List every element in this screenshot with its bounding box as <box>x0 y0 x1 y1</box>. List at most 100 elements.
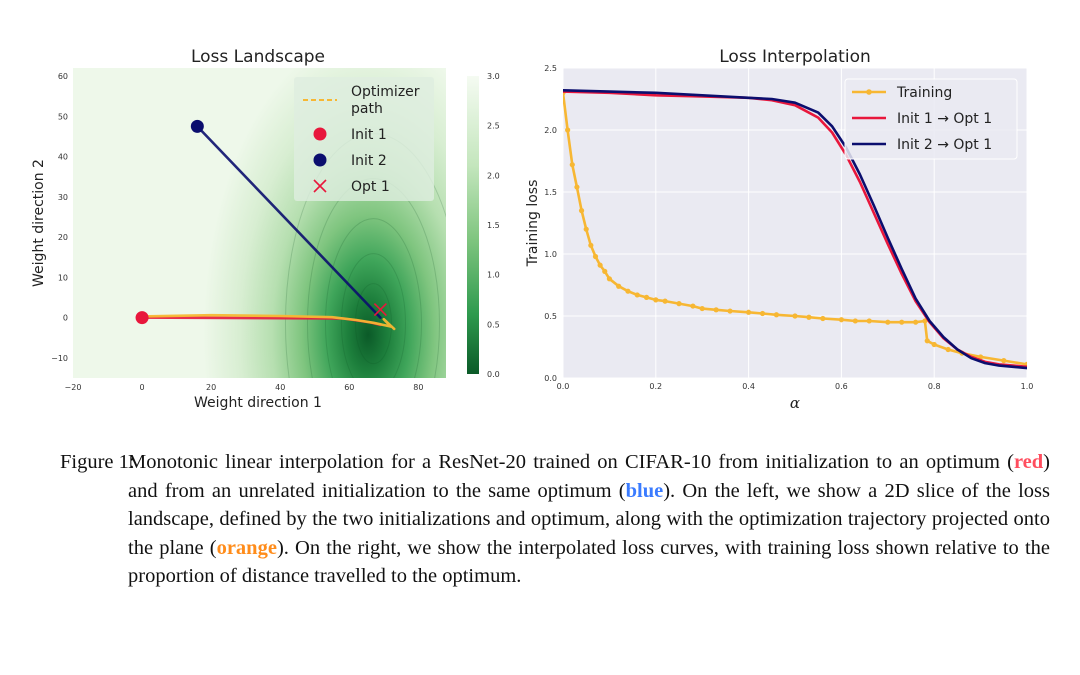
right-ytick-label: 2.0 <box>544 126 557 135</box>
right-title: Loss Interpolation <box>719 47 871 67</box>
landscape-line-init-2-to-opt-1 <box>196 125 382 319</box>
caption-label: Figure 1: <box>60 451 135 473</box>
landscape-points <box>135 119 387 325</box>
legend-init2-opt1-label: Init 2 → Opt 1 <box>897 137 992 153</box>
series-point-training <box>625 288 631 294</box>
series-point-training <box>852 318 858 324</box>
series-point-training <box>597 262 603 268</box>
colorbar-tick-label: 2.0 <box>487 171 500 180</box>
left-xtick-label: −20 <box>65 383 82 392</box>
series-point-training <box>924 338 930 344</box>
figure-1: Loss Landscape −20 0 20 40 60 80 −10 0 10 20 30 40… <box>31 47 1033 412</box>
colorbar-tick-label: 1.5 <box>487 221 500 230</box>
right-ytick-label: 1.0 <box>544 250 557 259</box>
series-point-training <box>1001 358 1007 364</box>
right-series <box>563 89 1027 370</box>
series-line-init-2-opt-1 <box>563 89 1027 370</box>
left-ytick-label: 30 <box>58 193 68 202</box>
landscape-line-optimizer-path <box>140 313 396 331</box>
caption-text-4: ). On the right, we show the interpolate… <box>128 536 1051 588</box>
right-ytick-label: 0.0 <box>544 374 557 383</box>
colorbar-tick-label: 0.5 <box>487 320 500 329</box>
legend-training-marker <box>866 89 872 95</box>
left-y-ticks: −10 0 10 20 30 40 50 60 <box>51 72 68 363</box>
legend-opt1-swatch <box>313 179 327 193</box>
left-xtick-label: 60 <box>344 383 354 392</box>
figure-caption: Figure 1: Monotonic linear interpolation… <box>60 448 1050 591</box>
series-point-training <box>574 184 580 190</box>
series-point-training <box>773 312 780 318</box>
series-point-training <box>922 318 928 324</box>
right-ytick-label: 1.5 <box>544 188 557 197</box>
right-xtick-label: 0.4 <box>742 382 755 391</box>
right-ytick-label: 2.5 <box>544 64 557 73</box>
series-point-training <box>602 268 608 274</box>
legend-init1-opt1-label: Init 1 → Opt 1 <box>897 111 992 127</box>
contour-ring-1 <box>354 283 392 365</box>
series-point-training <box>583 226 589 232</box>
legend-init1-label: Init 1 <box>351 127 387 143</box>
series-point-training <box>662 298 668 304</box>
colorbar: 0.0 0.5 1.0 1.5 2.0 2.5 3.0 <box>467 72 500 379</box>
left-ytick-label: 20 <box>58 233 68 242</box>
left-title: Loss Landscape <box>191 47 325 67</box>
landscape-point-init-2 <box>190 119 204 133</box>
series-point-training <box>978 354 984 360</box>
contour-ring-3 <box>324 218 422 378</box>
series-point-training <box>806 314 812 320</box>
legend-optimizer-path-line1: Optimizer <box>351 84 420 100</box>
left-xlabel: Weight direction 1 <box>194 395 322 411</box>
right-xtick-label: 0.0 <box>557 382 570 391</box>
right-xlabel: α <box>790 394 800 412</box>
left-ytick-label: 0 <box>63 314 68 323</box>
series-point-training <box>792 313 798 319</box>
caption-keyword-blue: blue <box>625 479 664 502</box>
caption-text-2: ) and from an unrelated initialization t… <box>128 451 1050 502</box>
series-point-training <box>588 242 594 248</box>
series-point-training <box>866 318 872 324</box>
legend-opt1-label: Opt 1 <box>351 179 390 195</box>
series-point-training <box>569 162 575 168</box>
left-ylabel: Weight direction 2 <box>31 159 47 287</box>
colorbar-ticks: 0.0 0.5 1.0 1.5 2.0 2.5 3.0 <box>487 72 500 379</box>
left-ytick-label: 40 <box>58 153 68 162</box>
series-point-training <box>945 346 951 353</box>
loss-landscape-panel: Loss Landscape −20 0 20 40 60 80 −10 0 10 20 30 40… <box>31 47 500 411</box>
left-xtick-label: 20 <box>206 383 216 392</box>
right-gridlines <box>562 67 1028 379</box>
right-legend: Training Init 1 → Opt 1 Init 2 → Opt 1 <box>844 78 1018 160</box>
legend-init2-label: Init 2 <box>351 153 387 169</box>
left-legend-box <box>294 77 434 201</box>
left-ytick-label: 10 <box>58 273 68 282</box>
landscape-lines <box>140 125 396 331</box>
series-point-training <box>699 305 705 312</box>
series-point-training <box>885 319 891 325</box>
right-xtick-label: 0.2 <box>649 382 662 391</box>
caption-text-1: Monotonic linear interpolation for a Res… <box>128 451 1014 473</box>
colorbar-bar <box>467 76 479 374</box>
series-point-training <box>690 303 696 309</box>
caption-body: Monotonic linear interpolation for a Res… <box>128 448 1050 591</box>
left-legend: Optimizer path Init 1 Init 2 Opt 1 <box>294 77 434 201</box>
left-x-ticks: −20 0 20 40 60 80 <box>65 383 424 392</box>
left-xtick-label: 80 <box>413 383 423 392</box>
landscape-point-opt-1 <box>373 302 387 317</box>
series-point-training <box>643 294 650 300</box>
left-xtick-label: 40 <box>275 383 285 392</box>
series-point-training <box>634 292 640 298</box>
legend-init2-swatch <box>313 153 327 167</box>
right-y-ticks: 0.0 0.5 1.0 1.5 2.0 2.5 <box>544 64 557 383</box>
right-legend-box <box>844 78 1018 160</box>
series-point-training <box>820 315 826 322</box>
caption-keyword-red: red <box>1013 451 1044 473</box>
colorbar-tick-label: 0.0 <box>487 370 500 379</box>
series-point-training <box>931 341 937 348</box>
right-xtick-label: 0.6 <box>835 382 848 391</box>
colorbar-tick-label: 1.0 <box>487 271 500 280</box>
series-point-training <box>565 127 571 133</box>
legend-init1-swatch <box>313 127 327 141</box>
landscape-point-init-1 <box>135 311 149 325</box>
right-ylabel: Training loss <box>525 180 541 268</box>
colorbar-tick-label: 3.0 <box>487 72 500 81</box>
right-ytick-label: 0.5 <box>544 312 557 321</box>
